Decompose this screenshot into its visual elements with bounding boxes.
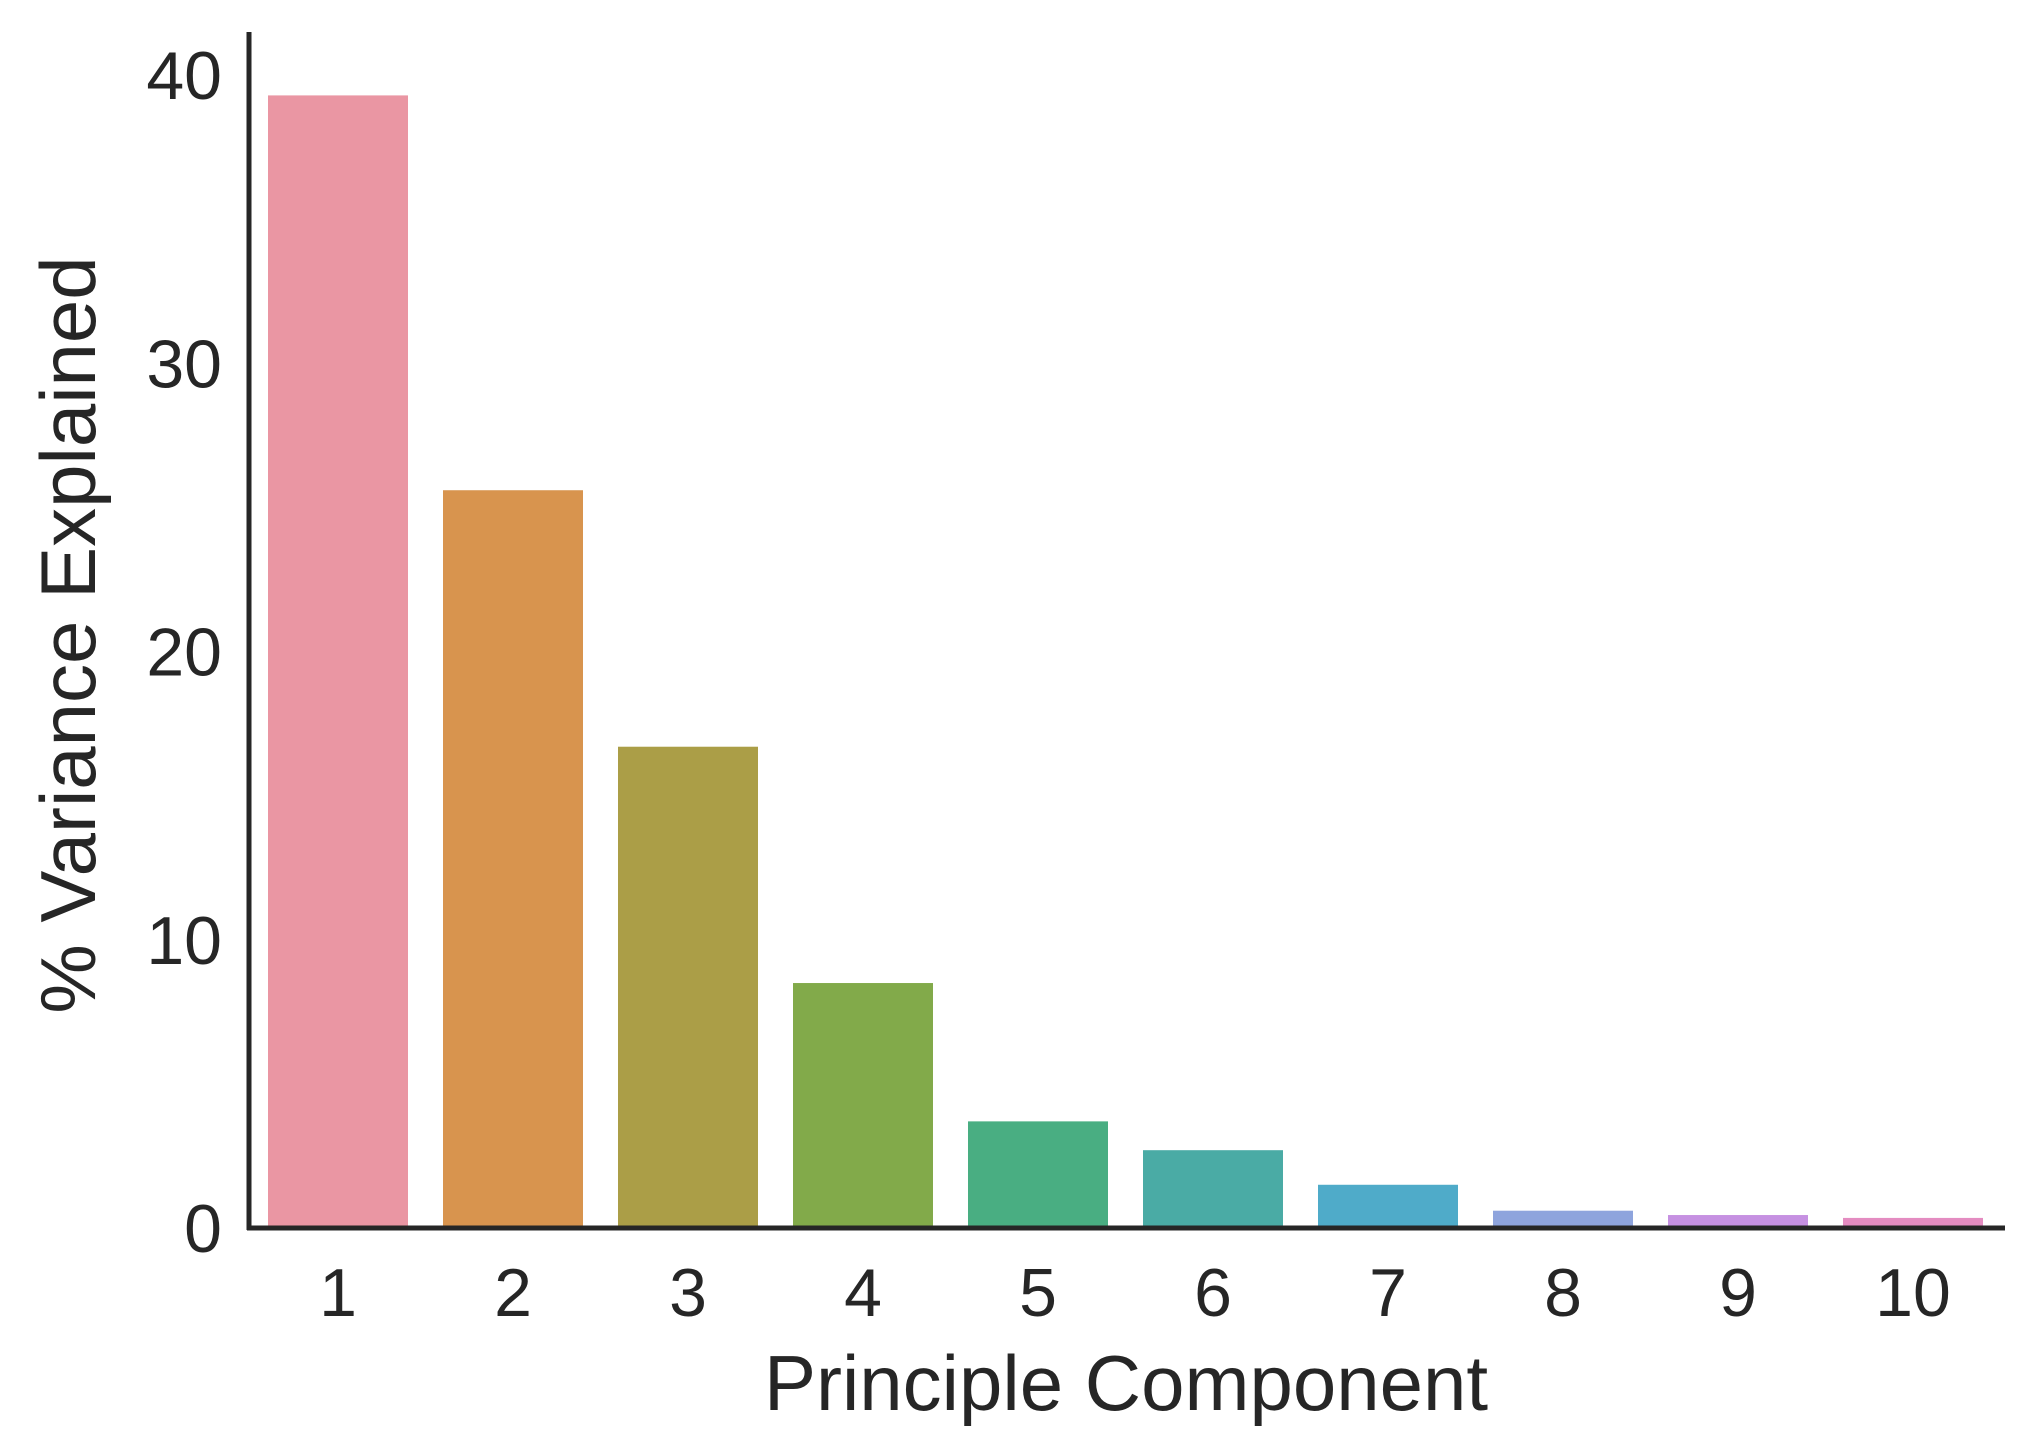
y-tick-label-20: 20 (146, 615, 222, 691)
bar-1 (268, 95, 408, 1228)
y-axis-label: % Variance Explained (24, 256, 112, 1013)
x-tick-labels: 1 2 3 4 5 6 7 8 9 10 (319, 1255, 1951, 1331)
x-tick-label-3: 3 (669, 1255, 707, 1331)
x-tick-label-6: 6 (1194, 1255, 1232, 1331)
y-tick-labels: 0 10 20 30 40 (146, 38, 222, 1267)
x-tick-label-10: 10 (1875, 1255, 1951, 1331)
x-tick-label-7: 7 (1369, 1255, 1407, 1331)
x-tick-label-2: 2 (494, 1255, 532, 1331)
bar-7 (1318, 1184, 1458, 1228)
y-tick-label-0: 0 (184, 1191, 222, 1267)
x-tick-label-1: 1 (319, 1255, 357, 1331)
bar-3 (618, 746, 758, 1228)
bars (268, 95, 1983, 1228)
bar-4 (793, 983, 933, 1228)
x-tick-label-8: 8 (1544, 1255, 1582, 1331)
bar-10 (1843, 1217, 1983, 1228)
bar-9 (1668, 1215, 1808, 1228)
y-tick-label-40: 40 (146, 38, 222, 114)
x-tick-label-5: 5 (1019, 1255, 1057, 1331)
y-tick-label-10: 10 (146, 903, 222, 979)
x-tick-label-9: 9 (1719, 1255, 1757, 1331)
y-tick-label-30: 30 (146, 326, 222, 402)
x-axis-label: Principle Component (764, 1339, 1488, 1427)
x-tick-label-4: 4 (844, 1255, 882, 1331)
bar-8 (1493, 1210, 1633, 1228)
bar-6 (1143, 1150, 1283, 1228)
bar-5 (968, 1121, 1108, 1228)
bar-2 (443, 490, 583, 1228)
